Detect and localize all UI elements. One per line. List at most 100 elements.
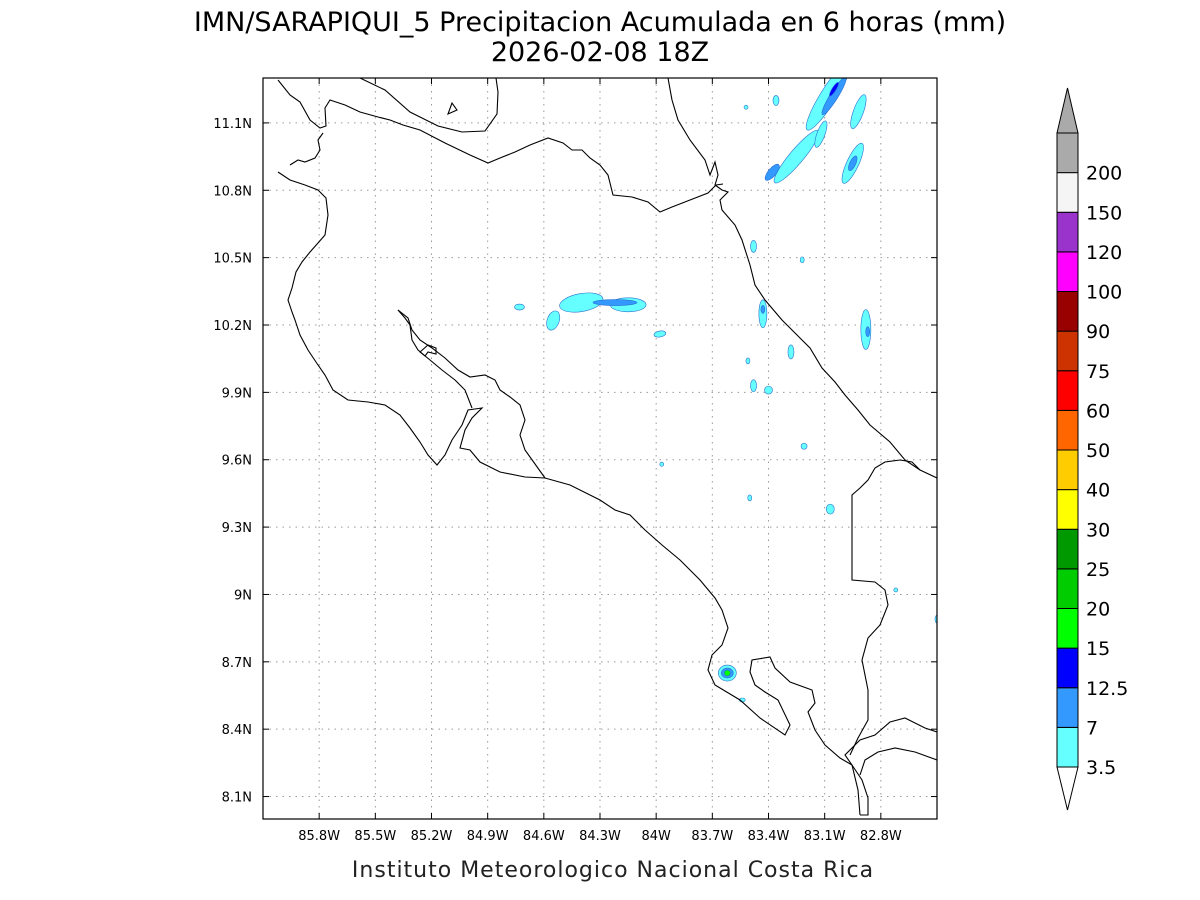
precip-cell — [758, 299, 768, 329]
precip-cell — [787, 344, 795, 360]
colorbar-swatch — [1056, 449, 1079, 491]
colorbar-label: 20 — [1086, 599, 1110, 621]
lon-tick-label: 84.9W — [467, 829, 509, 844]
colorbar-swatch — [1056, 251, 1079, 292]
coastlines — [277, 78, 937, 816]
precip-cell — [773, 129, 820, 184]
lat-tick-label: 10.2N — [213, 319, 252, 334]
colorbar-label: 3.5 — [1086, 757, 1116, 779]
colorbar-swatch — [1056, 409, 1079, 451]
costa-rica-panama-land-border — [849, 459, 921, 756]
precip-cell — [546, 310, 561, 331]
plot-area: 85.8W 85.5W 85.2W 84.9W 84.6W 84.3W 84W 83.7W 83… — [213, 77, 938, 844]
precip-cell — [893, 587, 899, 593]
lat-tick-label: 9.9N — [222, 386, 252, 401]
precip-cell — [745, 357, 751, 365]
precip-cell — [750, 240, 757, 253]
precip-cell — [592, 299, 638, 306]
colorbar-label: 90 — [1086, 321, 1110, 343]
colorbar-label: 200 — [1086, 163, 1122, 185]
precip-cell — [760, 304, 766, 314]
colorbar-swatch — [1056, 568, 1079, 609]
grid-lines — [263, 78, 937, 819]
precip-cell — [514, 303, 525, 311]
precip-cell — [724, 669, 731, 677]
colorbar-label: 40 — [1086, 480, 1110, 502]
colorbar-label: 100 — [1086, 282, 1122, 304]
pacific-coast — [277, 132, 861, 816]
lon-tick-label: 84.3W — [579, 829, 621, 844]
precip-cell — [764, 385, 773, 395]
caribbean-coast-north — [667, 78, 937, 479]
colorbar-swatch — [1056, 726, 1079, 768]
map-title: IMN/SARAPIQUI_5 Precipitacion Acumulada … — [194, 7, 1006, 38]
colorbar-swatch — [1056, 132, 1079, 174]
lat-tick-label: 9.3N — [222, 521, 252, 536]
colorbar-label: 25 — [1086, 559, 1110, 581]
colorbar-label: 7 — [1086, 717, 1098, 739]
precip-cell — [750, 379, 757, 392]
precip-cell — [747, 494, 753, 502]
colorbar: 3.5 7 12.5 15 20 25 30 40 50 60 75 90 100 120 150 200 — [1056, 87, 1128, 811]
precip-cell — [764, 163, 780, 181]
precip-cell — [848, 155, 858, 171]
colorbar-swatch — [1056, 608, 1079, 649]
lon-tick-label: 84.6W — [523, 829, 565, 844]
colorbar-swatch — [1056, 647, 1079, 689]
latitude-labels: 8.1N 8.4N 8.7N 9N 9.3N 9.6N 9.9N 10.2N 10.5N 10.8… — [213, 117, 252, 806]
colorbar-label: 120 — [1086, 242, 1122, 264]
map-subtitle: 2026-02-08 18Z — [491, 37, 709, 68]
precip-cell — [825, 503, 835, 515]
colorbar-swatch — [1056, 330, 1079, 372]
panama-border-south — [859, 747, 937, 776]
nicoya-gulf — [397, 309, 546, 479]
colorbar-label: 150 — [1086, 202, 1122, 224]
lon-tick-label: 85.2W — [411, 829, 453, 844]
precip-cell — [805, 78, 851, 131]
precip-cell — [659, 461, 665, 467]
precip-cell — [829, 82, 839, 97]
lon-tick-label: 85.8W — [298, 829, 340, 844]
precip-cell — [865, 326, 871, 338]
lon-tick-label: 83.1W — [804, 829, 846, 844]
lat-tick-label: 8.7N — [222, 656, 252, 671]
colorbar-label: 75 — [1086, 361, 1110, 383]
colorbar-swatch — [1056, 172, 1079, 213]
lat-tick-label: 8.4N — [222, 723, 252, 738]
lat-tick-label: 8.1N — [222, 791, 252, 806]
lat-tick-label: 10.5N — [213, 252, 252, 267]
colorbar-label: 60 — [1086, 400, 1110, 422]
precip-cell — [814, 120, 828, 148]
precip-cell — [653, 330, 667, 338]
lat-tick-label: 9N — [234, 588, 252, 603]
colorbar-swatch — [1056, 211, 1079, 253]
lon-tick-label: 83.7W — [691, 829, 733, 844]
precip-cell — [559, 292, 604, 313]
chira-island — [419, 344, 437, 357]
credit-text: Instituto Meteorologico Nacional Costa R… — [352, 858, 874, 883]
colorbar-swatch — [1056, 370, 1079, 411]
precip-cell — [799, 256, 805, 264]
longitude-labels: 85.8W 85.5W 85.2W 84.9W 84.6W 84.3W 84W 83.7W 83… — [298, 829, 902, 844]
lake-island — [447, 101, 458, 116]
precip-cell — [772, 95, 780, 106]
lon-tick-label: 85.5W — [354, 829, 396, 844]
colorbar-swatch — [1056, 687, 1079, 728]
tick-marks — [263, 78, 937, 819]
lon-tick-label: 82.8W — [860, 829, 902, 844]
panama-border — [844, 717, 937, 816]
colorbar-swatch — [1056, 528, 1079, 570]
precip-cell — [800, 442, 808, 450]
colorbar-label: 30 — [1086, 519, 1110, 541]
colorbar-swatch — [1056, 291, 1079, 332]
lat-tick-label: 9.6N — [222, 454, 252, 469]
colorbar-label: 15 — [1086, 638, 1110, 660]
nicoya-peninsula-inner — [397, 309, 473, 409]
lon-tick-label: 84W — [641, 829, 671, 844]
colorbar-label: 50 — [1086, 440, 1110, 462]
colorbar-label: 12.5 — [1086, 678, 1128, 700]
precip-cell — [743, 104, 749, 110]
colorbar-swatch — [1056, 489, 1079, 530]
lon-tick-label: 83.4W — [748, 829, 790, 844]
